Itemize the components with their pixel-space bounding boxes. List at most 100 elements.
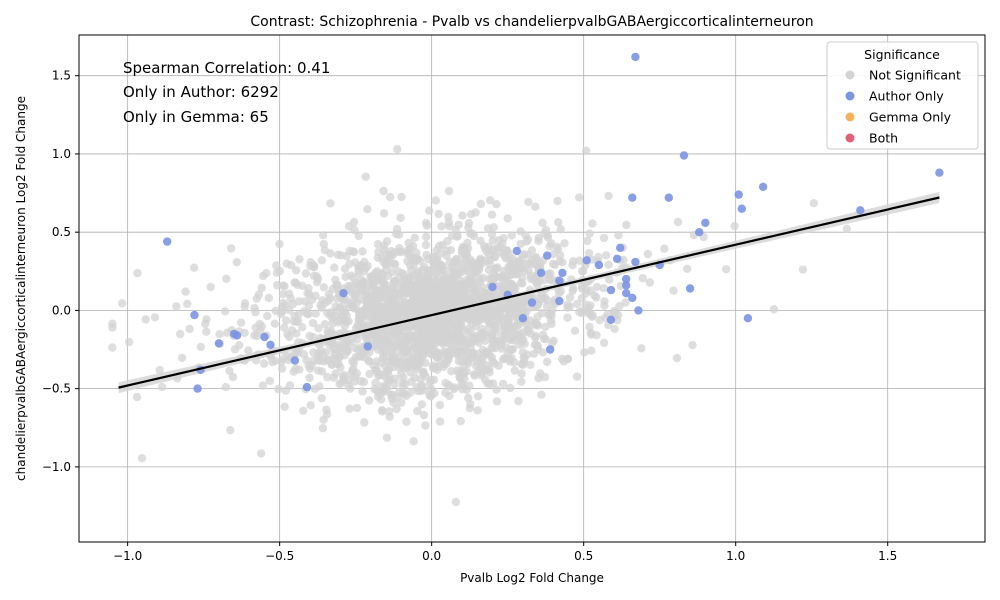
not-significant-point <box>494 236 504 245</box>
not-significant-point <box>497 339 506 348</box>
not-significant-point <box>396 213 405 223</box>
not-significant-point <box>382 433 392 442</box>
not-significant-point <box>507 327 516 337</box>
not-significant-point <box>769 305 779 314</box>
not-significant-point <box>461 356 471 365</box>
not-significant-point <box>118 299 127 308</box>
not-significant-point <box>484 317 493 326</box>
not-significant-point <box>410 320 419 329</box>
axis-ticks: −1.0 −0.5 0.0 0.5 1.0 1.5 −1.0 −0.5 0.0 0.5 1.0 1.5 <box>42 69 897 563</box>
not-significant-point <box>343 347 352 356</box>
not-significant-point <box>172 302 181 311</box>
not-significant-point <box>610 324 619 334</box>
not-significant-point <box>673 217 683 227</box>
not-significant-point <box>465 404 475 413</box>
not-significant-point <box>464 218 474 228</box>
not-significant-point <box>421 421 430 430</box>
not-significant-point <box>259 271 268 281</box>
not-significant-point <box>545 242 554 251</box>
not-significant-point <box>486 307 495 316</box>
not-significant-point <box>306 401 315 410</box>
not-significant-point <box>341 316 350 325</box>
author-only-point <box>546 345 555 354</box>
not-significant-point <box>468 289 478 298</box>
not-significant-point <box>335 379 344 389</box>
not-significant-point <box>274 384 283 394</box>
not-significant-point <box>433 269 442 278</box>
not-significant-point <box>419 336 428 345</box>
not-significant-point <box>390 277 399 286</box>
not-significant-point <box>108 343 117 352</box>
not-significant-point <box>280 282 289 291</box>
not-significant-point <box>365 357 374 366</box>
not-significant-point <box>263 311 272 321</box>
spearman-annotation: Spearman Correlation: 0.41 <box>123 59 330 77</box>
not-significant-point <box>379 186 388 196</box>
not-significant-point <box>503 214 512 223</box>
not-significant-point <box>258 381 268 390</box>
x-tick-label: −0.5 <box>265 549 294 563</box>
not-significant-point <box>433 322 442 331</box>
not-significant-point <box>321 298 330 308</box>
not-significant-point <box>277 357 286 366</box>
not-significant-point <box>422 250 431 260</box>
not-significant-point <box>278 290 288 299</box>
not-significant-point <box>502 313 511 322</box>
not-significant-point <box>409 344 418 354</box>
not-significant-point <box>435 400 445 410</box>
not-significant-point <box>548 305 557 315</box>
not-significant-point <box>522 307 531 316</box>
not-significant-point <box>445 279 454 288</box>
not-significant-point <box>329 373 338 382</box>
not-significant-point <box>430 389 439 398</box>
not-significant-point <box>556 225 565 234</box>
not-significant-point <box>372 365 381 374</box>
not-significant-point <box>479 273 488 283</box>
not-significant-point <box>523 259 532 268</box>
not-significant-point <box>350 291 360 301</box>
not-significant-point <box>572 299 582 309</box>
not-significant-point <box>683 264 692 273</box>
author-only-point <box>536 268 546 278</box>
not-significant-point <box>458 385 467 394</box>
not-significant-point <box>354 352 363 361</box>
not-significant-point <box>371 378 380 388</box>
not-significant-point <box>487 210 497 219</box>
not-significant-point <box>257 283 266 293</box>
legend: Significance Not Significant Author Only… <box>826 41 979 150</box>
not-significant-point <box>290 311 299 321</box>
not-significant-point <box>572 372 582 381</box>
not-significant-point <box>444 186 454 196</box>
not-significant-point <box>432 291 441 300</box>
not-significant-point <box>518 301 527 310</box>
not-significant-point <box>363 261 372 271</box>
not-significant-point <box>385 251 395 260</box>
not-significant-point <box>491 344 500 353</box>
not-significant-point <box>409 437 418 446</box>
not-significant-point <box>380 382 389 392</box>
not-significant-point <box>454 269 463 279</box>
not-significant-point <box>363 333 372 342</box>
author-only-point <box>758 182 768 191</box>
not-significant-point <box>531 202 540 211</box>
not-significant-point <box>669 286 678 295</box>
not-significant-point <box>314 366 323 375</box>
not-significant-point <box>402 417 411 426</box>
not-significant-point <box>275 239 284 249</box>
not-significant-point <box>429 364 438 373</box>
not-significant-point <box>318 424 328 433</box>
not-significant-points <box>108 145 851 507</box>
not-significant-point <box>340 305 349 314</box>
not-significant-point <box>202 315 211 324</box>
not-significant-point <box>344 281 353 291</box>
x-tick-label: 1.0 <box>726 549 745 563</box>
not-significant-point <box>398 348 408 357</box>
not-significant-point <box>660 244 669 253</box>
not-significant-point <box>425 206 434 215</box>
not-significant-point <box>196 342 206 352</box>
author-only-point <box>190 310 199 320</box>
not-significant-point <box>458 211 467 220</box>
author-only-point <box>518 314 528 323</box>
not-significant-point <box>378 353 388 363</box>
